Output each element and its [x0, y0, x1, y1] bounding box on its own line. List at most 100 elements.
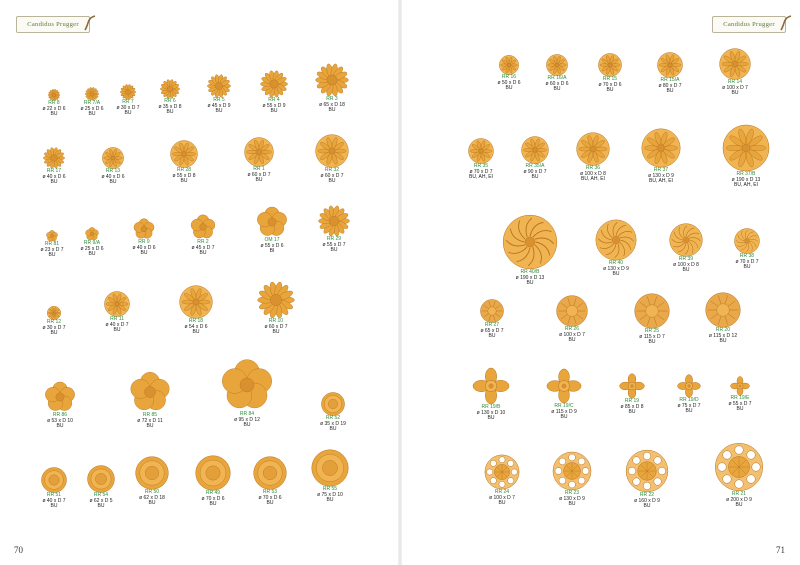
rosette-image: [641, 128, 681, 168]
product-dimensions: ø 45 x D 7: [191, 244, 215, 251]
product-code: RR 22: [639, 492, 655, 498]
product-finish: BU: [531, 174, 539, 181]
product-finish: BU: [648, 339, 656, 346]
rosette-image: [730, 376, 750, 396]
rosette-image: [170, 140, 198, 168]
product-finish: BU, AH, EI: [649, 178, 673, 185]
product-dimensions: ø 40 x D 6: [132, 244, 156, 251]
rosette-image: [625, 449, 669, 493]
product-finish: BU: [735, 502, 743, 509]
product-code: RR 3: [326, 96, 338, 102]
product-dimensions: ø 40 x D 7: [42, 497, 66, 504]
product-label: RR 81 ø 23 x D 7 BU: [40, 241, 63, 259]
product-item: RR 52 ø 35 x D 19 BU: [298, 392, 368, 433]
product-finish: BU: [526, 280, 534, 287]
product-finish: BU: [731, 90, 739, 97]
product-item: RR 12 ø 30 x D 7 BU: [19, 306, 89, 337]
product-finish: BU: [487, 415, 495, 422]
rosette-image: [321, 392, 345, 416]
product-label: RR 21 ø 200 x D 9 BU: [726, 491, 752, 509]
product-finish: BU: [50, 503, 58, 510]
product-code: RR 18: [188, 318, 204, 324]
product-label: RR 13 ø 40 x D 6 BU: [101, 168, 124, 186]
product-dimensions: ø 62 x D 18: [139, 494, 165, 501]
rosette-image: [677, 374, 701, 398]
product-finish: BU: [215, 108, 223, 115]
product-code: RR 35/A: [525, 163, 545, 169]
product-label: RR 49 ø 70 x D 6 BU: [201, 490, 224, 508]
rosette-image: [47, 306, 61, 320]
rosette-image: [315, 134, 349, 168]
product-dimensions: ø 62 x D 5: [89, 497, 113, 504]
product-code: RR 20: [715, 327, 731, 333]
product-dimensions: ø 65 x D 18: [319, 101, 345, 108]
product-finish: BU: [736, 406, 744, 413]
product-dimensions: ø 85 x D 8: [620, 403, 644, 410]
product-code: RR 16/A: [547, 75, 567, 81]
rosette-image: [722, 124, 770, 172]
product-item: RR 19/D ø 75 x D 7 BU: [654, 374, 724, 415]
product-code: RR 26: [564, 326, 580, 332]
product-code: RR 53: [262, 489, 278, 495]
product-dimensions: ø 53 x D 10: [47, 417, 73, 424]
product-code: RR 2: [197, 239, 209, 245]
product-dimensions: ø 60 x D 7: [247, 171, 271, 178]
rosette-image: [45, 381, 75, 411]
rosette-image: [46, 230, 58, 242]
product-finish: BU: [553, 86, 561, 93]
product-code: RR 81: [44, 241, 60, 247]
product-code: RR 39: [678, 256, 694, 262]
product-dimensions: ø 100 x D 8: [673, 261, 699, 268]
product-item: RR 9/A ø 25 x D 6 BU: [57, 227, 127, 258]
product-dimensions: ø 70 x D 6: [258, 494, 282, 501]
product-finish: BU: [328, 107, 336, 114]
product-label: RR 16/A ø 60 x D 6 BU: [545, 75, 568, 93]
product-finish: BU: [498, 500, 506, 507]
product-code: RR 40: [608, 260, 624, 266]
product-finish: BU: [88, 111, 96, 118]
product-label: RR 23 ø 130 x D 9 BU: [559, 490, 585, 508]
product-item: RR 20 ø 115 x D 12 BU: [688, 292, 758, 345]
product-dimensions: ø 65 x D 7: [480, 327, 504, 334]
product-item: RR 53 ø 70 x D 6 BU: [235, 456, 305, 507]
product-finish: BU: [682, 267, 690, 274]
product-item: RR 38 ø 70 x D 7 BU: [712, 228, 782, 271]
product-finish: BU: [270, 108, 278, 115]
product-item: RR 15/A ø 80 x D 7 BU: [635, 52, 705, 95]
product-dimensions: ø 130 x D 10: [476, 409, 506, 416]
product-finish: BU: [326, 497, 334, 504]
product-item: RR 7/A ø 25 x D 6 BU: [57, 87, 127, 118]
product-finish: BU: [50, 179, 58, 186]
product-item: RR 27 ø 65 x D 7 BU: [457, 299, 527, 340]
product-code: RR 4: [268, 97, 280, 103]
product-item: RR 29 ø 55 x D 7 BU: [299, 205, 369, 254]
product-code: RR 54: [93, 492, 109, 498]
rosette-image: [734, 228, 760, 254]
rosette-image: [195, 455, 231, 491]
product-finish: BU: [719, 338, 727, 345]
product-finish: BU: [124, 110, 132, 117]
product-dimensions: ø 200 x D 9: [726, 496, 752, 503]
product-label: RR 11 ø 40 x D 7 BU: [105, 316, 128, 334]
rosette-image: [318, 205, 350, 237]
product-finish: BU: [180, 178, 188, 185]
product-dimensions: ø 160 x D 9: [634, 497, 660, 504]
rosette-image: [85, 87, 99, 101]
product-item: RR 51 ø 40 x D 7 BU: [19, 467, 89, 510]
product-dimensions: ø 45 x D 9: [207, 102, 231, 109]
rosette-image: [257, 206, 287, 236]
rosette-image: [556, 295, 588, 327]
product-finish: BU: [140, 250, 148, 257]
rosette-image: [598, 53, 622, 77]
product-dimensions: ø 50 x D 6: [497, 79, 521, 86]
product-code: RR 12: [46, 319, 62, 325]
product-finish: BU: [568, 501, 576, 508]
product-code: RR 6: [164, 98, 176, 104]
product-finish: BU, AH, EI: [581, 176, 605, 183]
product-finish: BU: [192, 329, 200, 336]
